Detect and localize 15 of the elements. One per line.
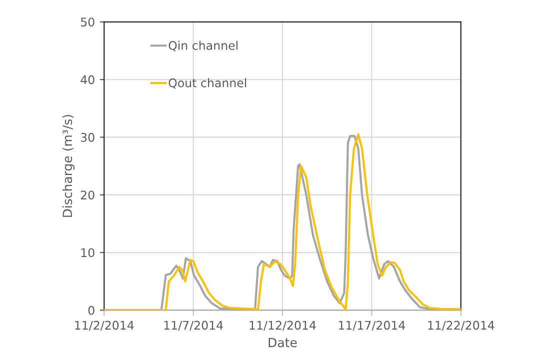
y-axis-title: Discharge (m³/s) (62, 114, 75, 217)
y-tick-label: 10 (81, 248, 94, 258)
x-tick-label: 11/2/2014 (75, 320, 134, 331)
legend-label: Qout channel (168, 78, 246, 89)
y-tick-label: 0 (88, 306, 94, 315)
x-tick-label: 11/12/2014 (250, 320, 316, 331)
x-tick-label: 11/22/2014 (428, 320, 494, 331)
y-tick-label: 20 (80, 190, 94, 200)
y-tick-label: 40 (80, 75, 94, 84)
y-tick-label: 30 (80, 132, 94, 142)
legend-label: Qin channel (168, 40, 238, 52)
x-tick-label: 11/17/2014 (338, 320, 406, 331)
y-tick-label: 50 (80, 18, 94, 27)
x-tick-label: 11/7/2014 (164, 320, 223, 331)
x-axis-title: Date (268, 338, 297, 348)
